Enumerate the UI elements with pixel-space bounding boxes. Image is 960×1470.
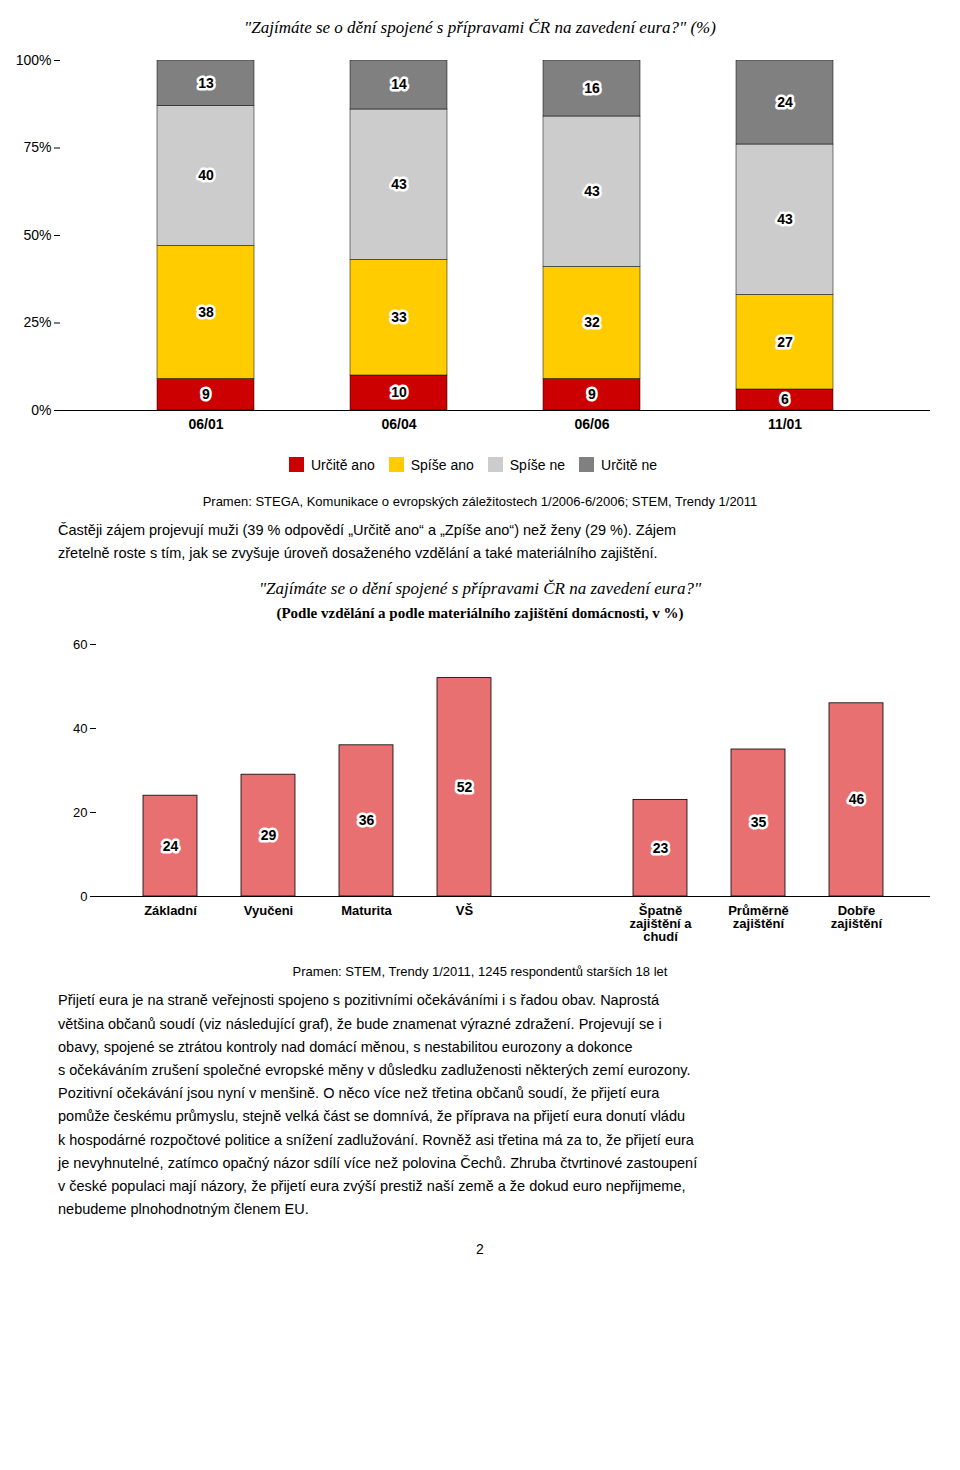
html-text:Určitě ano: Určitě ano [310,456,375,473]
svg-text:38: 38 [198,304,214,320]
svg-text:Průměrnězajištění: Průměrnězajištění [728,903,789,931]
svg-text:13: 13 [198,75,214,91]
svg-text:10: 10 [391,384,407,400]
svg-text:52: 52 [457,779,473,795]
html-text:Častěji zájem projevují muži (: Častěji zájem projevují muži (39 % odpov… [58,522,677,538]
svg-text:43: 43 [584,183,600,199]
svg-text:75%: 75% [23,139,51,155]
svg-text:VŠ: VŠ [456,903,474,918]
svg-text:43: 43 [777,211,793,227]
svg-text:24: 24 [163,838,179,854]
svg-text:25%: 25% [23,314,51,330]
html-text:2: 2 [476,1241,484,1258]
html-text:Pozitivní očekávání jsou nyní: Pozitivní očekávání jsou nyní v menšině.… [58,1085,660,1102]
html-text:obavy, spojené se ztrátou kont: obavy, spojené se ztrátou kontroly nad d… [58,1038,633,1055]
html-text:Spíše ano: Spíše ano [410,456,474,473]
svg-text:24: 24 [777,94,793,110]
svg-text:43: 43 [391,176,407,192]
svg-text:14: 14 [391,76,407,92]
svg-text:Špatnězajištění achudí: Špatnězajištění achudí [629,903,692,944]
svg-text:Dobřezajištění: Dobřezajištění [831,903,883,931]
svg-text:60: 60 [73,637,87,652]
svg-text:40: 40 [73,721,87,736]
svg-text:16: 16 [584,80,600,96]
svg-text:27: 27 [777,334,793,350]
html-text:Pramen: STEGA, Komunikace o ev: Pramen: STEGA, Komunikace o evropských z… [202,494,758,509]
svg-text:36: 36 [359,813,375,829]
svg-text:0: 0 [80,889,87,904]
svg-text:06/04: 06/04 [381,416,416,432]
svg-text:06/01: 06/01 [188,416,223,432]
svg-text:32: 32 [584,314,600,330]
html-text:Přijetí eura je na straně veře: Přijetí eura je na straně veřejnosti spo… [58,992,659,1009]
svg-text:35: 35 [751,815,767,831]
svg-text:46: 46 [849,792,865,808]
svg-text:Maturita: Maturita [341,903,392,918]
svg-text:06/06: 06/06 [574,416,609,432]
html-text:Pramen: STEM, Trendy 1/2011, 1: Pramen: STEM, Trendy 1/2011, 1245 respon… [292,964,668,980]
html-text:Určitě ne: Určitě ne [601,456,658,473]
html-text:nebudeme plnohodnotným členem: nebudeme plnohodnotným členem EU. [58,1201,309,1218]
html-text:"Zajímáte se o dění spojené s: "Zajímáte se o dění spojené s přípravami… [259,579,701,599]
html-text:je nevyhnutelné, zatímco opačn: je nevyhnutelné, zatímco opačný názor sd… [58,1154,698,1171]
svg-text:40: 40 [198,167,214,183]
svg-text:50%: 50% [23,227,51,243]
html-text:pomůže českému průmyslu, stejn: pomůže českému průmyslu, stejně velká čá… [58,1108,685,1125]
svg-text:23: 23 [653,840,669,856]
html-text:většina občanů soudí (viz násl: většina občanů soudí (viz následující gr… [58,1015,662,1032]
html-text:"Zajímáte se o dění spojené s: "Zajímáte se o dění spojené s přípravami… [244,18,716,37]
html-text:zřetelně roste s tím, jak se z: zřetelně roste s tím, jak se zvyšuje úro… [58,545,658,562]
html-text:v české populaci mají názory,: v české populaci mají názory, že přijetí… [58,1177,686,1194]
svg-text:33: 33 [391,309,407,325]
html-text:s očekáváním zrušení společné: s očekáváním zrušení společné evropské m… [58,1061,691,1078]
html-text:k hospodárné rozpočtové politi: k hospodárné rozpočtové politice a sníže… [58,1131,694,1148]
html-text:(Podle vzdělání a podle materi: (Podle vzdělání a podle materiálního zaj… [276,605,684,622]
svg-text:9: 9 [202,386,210,402]
svg-text:100%: 100% [16,52,52,68]
svg-text:9: 9 [588,386,596,402]
svg-text:0%: 0% [31,402,51,418]
svg-text:Vyučeni: Vyučeni [244,903,293,918]
html-text:Spíše ne: Spíše ne [509,456,565,473]
svg-text:6: 6 [781,391,789,407]
svg-text:11/01: 11/01 [768,416,802,432]
svg-text:29: 29 [261,827,277,843]
svg-text:20: 20 [73,805,87,820]
svg-text:Základní: Základní [144,903,197,918]
